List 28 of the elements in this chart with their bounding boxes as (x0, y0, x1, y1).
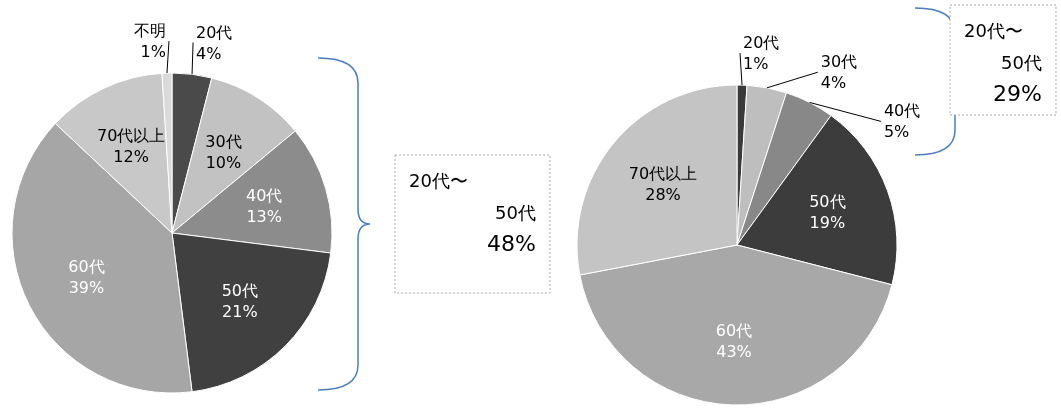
data-label: 28% (645, 184, 681, 204)
text: 20代〜 50代 48% (409, 170, 536, 256)
slice-label: 30代 (205, 131, 242, 151)
slice-label: 20代 (196, 22, 233, 42)
data-label: 1% (140, 42, 166, 62)
slice-label: 不明 (133, 21, 166, 41)
slice-label: 70代以上 (628, 163, 698, 183)
data-label: 39% (68, 277, 105, 297)
data-label: 1% (743, 54, 769, 74)
slice-label: 20代 (743, 33, 780, 53)
data-label: 13% (246, 207, 282, 227)
data-label: 10% (205, 152, 242, 172)
data-label: 43% (716, 341, 752, 361)
slice-label: 40代 (246, 186, 283, 206)
text: 20代〜 50代 29% (964, 20, 1042, 106)
slice-label: 60代 (68, 256, 105, 276)
slice-label: 60代 (715, 320, 753, 340)
slice-label: 40代 (883, 101, 921, 121)
data-label: 12% (113, 147, 149, 167)
data-label: 21% (222, 301, 258, 321)
slice-label: 30代 (820, 52, 858, 72)
data-label: 4% (820, 73, 847, 93)
data-label: 5% (883, 122, 910, 142)
slice-label: 70代以上 (96, 126, 166, 146)
data-label: 19% (809, 213, 846, 233)
data-label: 4% (196, 43, 222, 63)
slice-label: 50代 (809, 192, 846, 212)
slice-label: 50代 (221, 280, 259, 300)
